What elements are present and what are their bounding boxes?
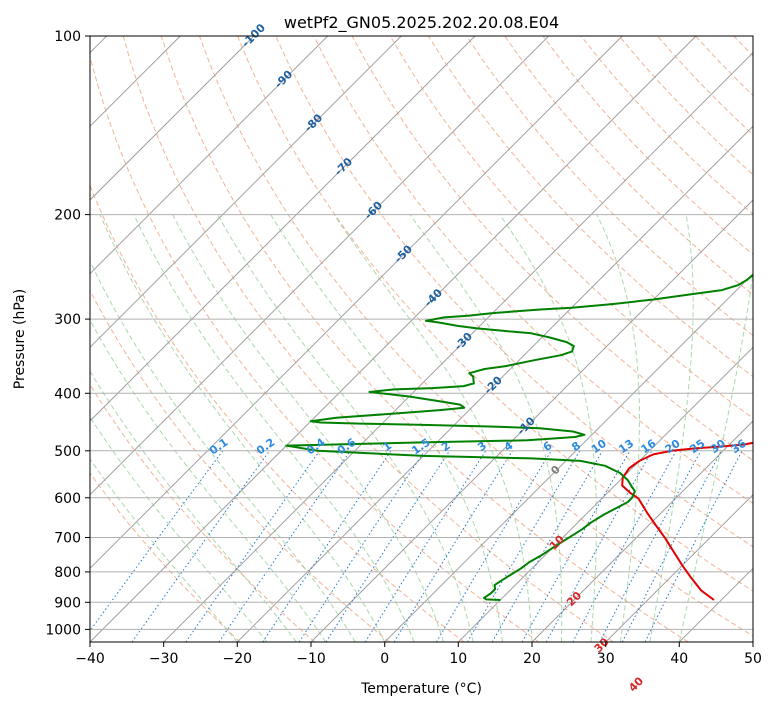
dry-adiabat: [90, 383, 316, 642]
y-tick-label: 700: [54, 531, 81, 547]
dry-adiabat: [427, 36, 753, 378]
y-axis-label: Pressure (hPa): [12, 289, 28, 389]
dry-adiabat: [199, 36, 753, 637]
dry-adiabat: [275, 36, 753, 548]
moist-adiabat: [499, 214, 597, 642]
plot-frame: [89, 35, 754, 643]
x-axis-label: Temperature (°C): [360, 681, 482, 697]
moist-adiabat: [90, 458, 238, 642]
y-axis-ticks: 100 200 300 400 500 600 700 800 900 1000: [45, 29, 90, 638]
moist-adiabat: [90, 259, 356, 642]
mixing-ratio-line: [521, 450, 631, 642]
x-tick-label: 40: [670, 651, 688, 667]
mixing-ratio-line: [435, 450, 552, 642]
mixing-ratio-line: [218, 450, 351, 642]
moist-adiabat: [649, 214, 694, 642]
mixing-ratio-line: [90, 450, 224, 632]
y-tick-label: 600: [54, 491, 81, 507]
mixing-ratio-line: [572, 450, 677, 642]
moist-adiabat: [172, 214, 445, 642]
y-tick-label: 300: [54, 312, 81, 328]
x-tick-label: −10: [296, 651, 326, 667]
moist-adiabat: [90, 370, 297, 642]
dry-adiabat: [122, 36, 614, 642]
mixing-ratio-line: [545, 450, 653, 642]
moist-adiabat: [133, 214, 415, 642]
isotherm-line: [531, 420, 753, 642]
background-lines: [90, 36, 753, 642]
mixing-ratio-line: [325, 450, 451, 642]
x-tick-label: 30: [597, 651, 615, 667]
dry-adiabat: [160, 36, 689, 642]
x-tick-label: 10: [449, 651, 467, 667]
dry-adiabat: [90, 289, 390, 642]
moist-adiabat: [596, 214, 640, 642]
mixing-ratio-line: [262, 450, 392, 642]
pressure-gridlines: [90, 36, 753, 630]
isotherm-line: [384, 272, 753, 642]
moist-adiabat: [678, 269, 753, 642]
moist-adiabat: [270, 214, 503, 642]
y-tick-label: 100: [54, 29, 81, 45]
y-tick-label: 800: [54, 565, 81, 581]
chart-title: wetPf2_GN05.2025.202.20.08.E04: [284, 13, 559, 33]
dry-adiabat: [351, 36, 753, 462]
mixing-ratio-line: [185, 450, 321, 642]
isotherm-line: [236, 125, 753, 642]
dry-adiabat: [90, 472, 241, 642]
y-tick-label: 400: [54, 386, 81, 402]
x-tick-label: −40: [75, 651, 105, 667]
mixing-ratio-line: [599, 450, 702, 642]
mixing-ratio-line: [131, 450, 271, 642]
isotherm-line: [310, 199, 753, 642]
moist-adiabat: [409, 214, 563, 642]
y-tick-label: 200: [54, 208, 81, 224]
moist-adiabat: [90, 415, 268, 642]
isotherm-line: [605, 493, 753, 642]
dewpoint-line: [285, 273, 753, 601]
moist-adiabat: [99, 214, 386, 642]
isotherm-line: [90, 36, 402, 349]
isotherm-line: [163, 51, 753, 642]
mixing-ratio-line: [364, 450, 487, 642]
isotherm-line: [90, 36, 255, 201]
isotherm-line: [90, 36, 329, 275]
x-axis-ticks: −40 −30 −20 −10 0 10 20 30 40 50: [75, 642, 762, 667]
y-tick-label: 900: [54, 595, 81, 611]
moist-adiabat: [90, 318, 327, 642]
dry-adiabat: [237, 36, 753, 592]
x-tick-label: −30: [149, 651, 179, 667]
x-tick-label: 0: [380, 651, 389, 667]
dry-adiabat: [90, 54, 540, 642]
isotherm-line: [90, 36, 550, 496]
mixing-ratio-line: [644, 450, 743, 642]
isotherm-line: [457, 346, 753, 642]
mixing-ratio-line: [298, 450, 426, 642]
x-tick-label: −20: [223, 651, 253, 667]
y-tick-label: 1000: [45, 622, 81, 638]
isotherm-line: [90, 36, 476, 422]
x-tick-label: 20: [523, 651, 541, 667]
profile-series: [285, 273, 753, 601]
isotherm-line: [90, 36, 697, 642]
y-tick-label: 500: [54, 444, 81, 460]
x-tick-label: 50: [744, 651, 762, 667]
dry-adiabat: [504, 36, 753, 296]
isotherm-line: [90, 36, 623, 570]
dry-adiabat: [90, 184, 465, 642]
